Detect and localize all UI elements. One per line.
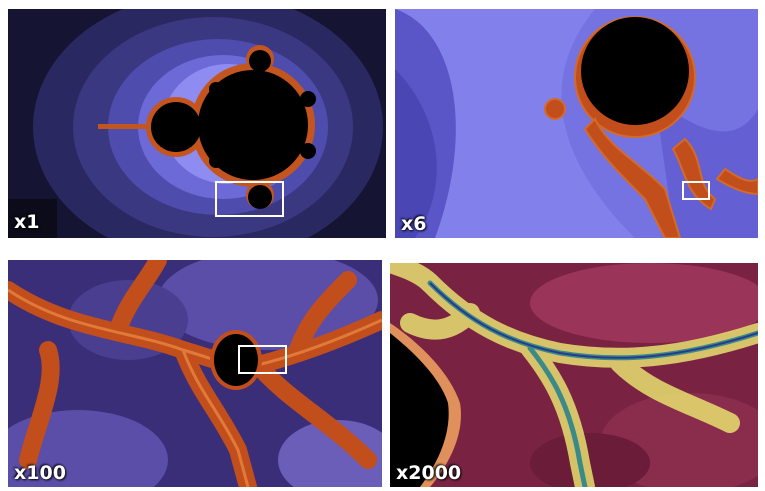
zoom-label: x2000	[396, 462, 462, 484]
zoom-region-box	[238, 345, 287, 374]
mandelbrot-zoom-x100-image	[8, 260, 382, 487]
zoom-label: x1	[8, 199, 58, 238]
mandelbrot-panel-x6: x6	[395, 9, 758, 238]
mandelbrot-zoom-x6-image	[395, 9, 758, 238]
zoom-region-box	[682, 181, 710, 200]
mandelbrot-panel-x100: x100	[8, 260, 382, 487]
mandelbrot-panel-x1: x1	[8, 9, 386, 238]
zoom-label: x100	[14, 462, 66, 484]
mandelbrot-overview-image	[8, 9, 386, 238]
zoom-label: x6	[401, 213, 427, 235]
mandelbrot-panel-x2000: x2000	[390, 263, 758, 487]
mandelbrot-zoom-x2000-image	[390, 263, 758, 487]
zoom-region-box	[215, 181, 284, 217]
